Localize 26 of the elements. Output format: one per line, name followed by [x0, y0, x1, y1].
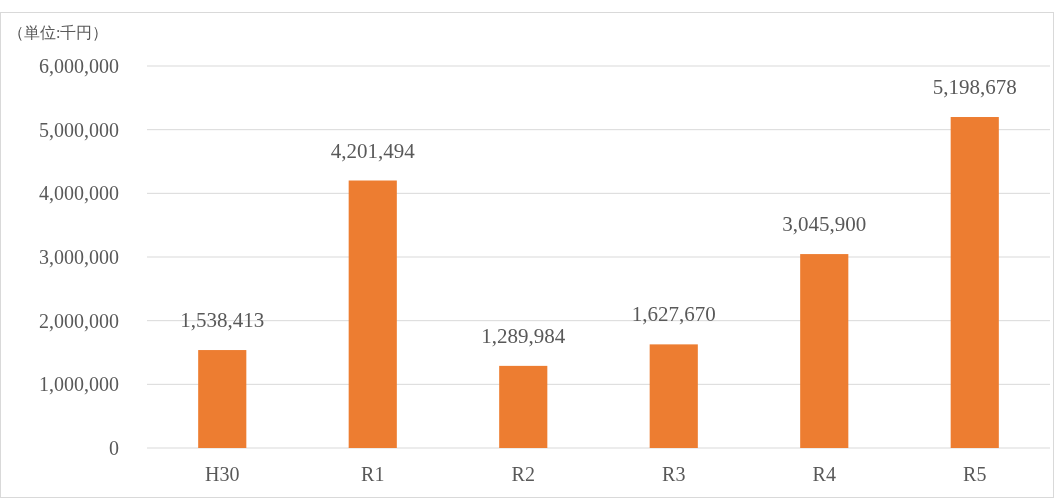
y-tick-label: 6,000,000 [39, 55, 119, 77]
data-label: 5,198,678 [932, 75, 1017, 100]
y-tick-label: 1,000,000 [39, 373, 119, 396]
bar [499, 365, 548, 448]
x-tick-label: R4 [812, 463, 836, 485]
x-tick-label: R1 [361, 463, 385, 485]
y-tick-label: 2,000,000 [39, 309, 119, 332]
data-label: 3,045,900 [782, 212, 867, 237]
y-tick-label: 3,000,000 [39, 246, 119, 268]
x-tick-label: R3 [662, 463, 686, 485]
y-tick-label: 0 [109, 437, 119, 459]
data-label: 1,627,670 [631, 302, 716, 327]
x-tick-label: H30 [205, 463, 240, 485]
y-tick-label: 5,000,000 [39, 118, 119, 141]
bar [348, 180, 397, 448]
y-tick-label: 4,000,000 [39, 182, 119, 205]
data-label: 1,538,413 [180, 308, 265, 333]
bar [950, 117, 999, 448]
y-axis-title: （単位:千円） [8, 24, 109, 41]
bar [800, 254, 849, 448]
x-tick-label: R2 [511, 463, 535, 485]
data-label: 4,201,494 [330, 138, 416, 163]
data-label: 1,289,984 [481, 323, 566, 348]
bar [198, 350, 247, 448]
x-tick-label: R5 [963, 463, 987, 485]
bar [649, 344, 698, 448]
